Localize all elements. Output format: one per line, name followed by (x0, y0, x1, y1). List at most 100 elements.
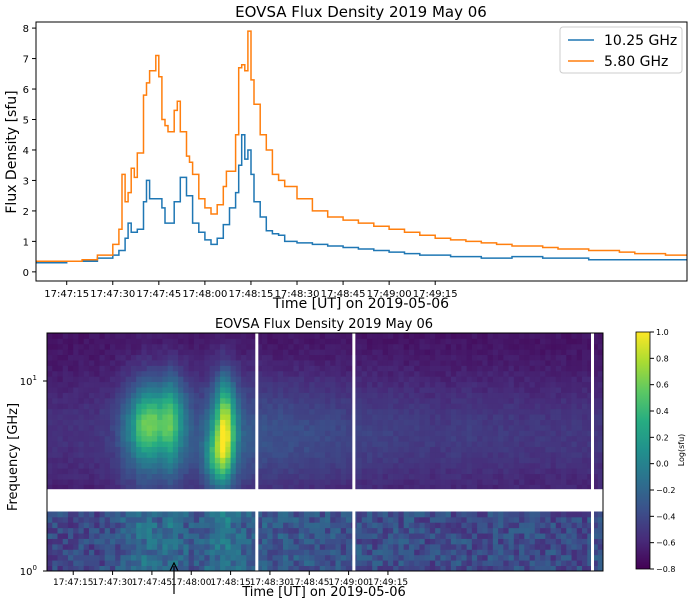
spectrogram-cell (314, 403, 321, 410)
spectrogram-cell (477, 397, 483, 404)
spectrogram-cell (220, 338, 226, 345)
spectrogram-cell (361, 533, 368, 539)
spectrogram-cell (435, 397, 441, 404)
spectrogram-cell (298, 338, 305, 345)
spectrogram-cell (272, 360, 279, 366)
spectrogram-cell (246, 549, 252, 556)
spectrogram-cell (220, 392, 226, 399)
spectrogram-cell (435, 403, 441, 410)
spectrogram-cell (540, 408, 546, 415)
spectrogram-cell (513, 565, 520, 571)
spectrogram-image (47, 333, 603, 571)
spectrogram-cell (445, 397, 452, 404)
spectrogram-cell (262, 565, 268, 571)
spectrogram-cell (120, 516, 127, 523)
spectrogram-cell (382, 533, 389, 539)
spectrogram-cell (241, 462, 247, 469)
spectrogram-cell (241, 565, 247, 571)
spectrogram-cell (561, 419, 567, 426)
spectrogram-cell (262, 343, 268, 350)
spectrogram-cell (592, 441, 599, 447)
spectrogram-cell (178, 419, 184, 426)
spectrogram-cell (440, 549, 447, 556)
spectrogram-cell (162, 441, 169, 447)
spectrogram-cell (440, 408, 447, 415)
spectrogram-cell (414, 392, 420, 399)
spectrogram-cell (199, 365, 205, 372)
spectrogram-cell (487, 408, 494, 415)
spectrogram-cell (62, 527, 69, 534)
spectrogram-cell (555, 349, 562, 356)
spectrogram-cell (115, 370, 121, 377)
spectrogram-cell (566, 392, 572, 399)
spectrogram-cell (545, 338, 551, 345)
spectrogram-cell (319, 333, 326, 339)
spectrogram-cell (366, 446, 373, 453)
spectrogram-cell (456, 424, 462, 431)
spectrogram-cell (330, 414, 336, 420)
spectrogram-cell (272, 538, 279, 545)
spectrogram-cell (241, 333, 247, 339)
spectrogram-cell (419, 533, 426, 539)
spectrogram-cell (298, 484, 305, 491)
spectrogram-cell (492, 343, 499, 350)
spectrogram-cell (340, 376, 347, 383)
spectrogram-cell (57, 441, 64, 447)
spectrogram-cell (576, 419, 583, 426)
spectrogram-cell (424, 554, 431, 561)
spectrogram-cell (382, 408, 389, 415)
spectrogram-cell (576, 414, 583, 420)
spectrogram-cell (492, 408, 499, 415)
spectrogram-cell (220, 435, 226, 442)
spectrogram-cell (298, 462, 305, 469)
spectrogram-cell (597, 538, 603, 545)
spectrogram-cell (508, 435, 515, 442)
spectrogram-cell (99, 462, 106, 469)
spectrogram-cell (109, 414, 116, 420)
spectrogram-cell (57, 457, 64, 464)
spectrogram-cell (314, 462, 321, 469)
spectrogram-cell (251, 397, 258, 404)
spectrogram-cell (571, 354, 578, 361)
spectrogram-cell (356, 419, 363, 426)
spectrogram-cell (94, 473, 100, 480)
spectrogram-cell (534, 533, 541, 539)
spectrogram-cell (330, 484, 336, 491)
spectrogram-cell (445, 511, 452, 518)
spectrogram-cell (471, 511, 478, 518)
spectrogram-cell (487, 462, 494, 469)
spectrogram-cell (561, 435, 567, 442)
spectrogram-cell (314, 484, 321, 491)
spectrogram-cell (555, 527, 562, 534)
spectrogram-cell (524, 522, 530, 529)
spectrogram-cell (309, 533, 315, 539)
spectrogram-cell (256, 543, 263, 550)
spectrogram-cell (550, 484, 557, 491)
spectrogram-cell (466, 419, 473, 426)
spectrogram-cell (325, 549, 331, 556)
spectrogram-cell (555, 538, 562, 545)
spectrogram-cell (199, 554, 205, 561)
spectrogram-cell (183, 435, 190, 442)
spectrogram-cell (545, 446, 551, 453)
spectrogram-cell (571, 338, 578, 345)
spectrogram-cell (209, 370, 216, 377)
spectrogram-cell (340, 462, 347, 469)
spectrogram-cell (225, 522, 231, 529)
spectrogram-cell (246, 365, 252, 372)
spectrogram-cell (78, 446, 85, 453)
spectrogram-cell (524, 397, 530, 404)
spectrogram-cell (220, 479, 226, 485)
spectrogram-cell (220, 414, 226, 420)
spectrogram-cell (83, 462, 90, 469)
spectrogram-cell (545, 527, 551, 534)
spectrogram-cell (576, 457, 583, 464)
spectrogram-cell (162, 452, 169, 458)
spectrogram-cell (83, 538, 90, 545)
spectrogram-cell (214, 516, 221, 523)
spectrogram-cell (246, 430, 252, 437)
spectrogram-cell (183, 392, 190, 399)
spectrogram-cell (130, 381, 137, 388)
spectrogram-cell (555, 397, 562, 404)
spectrogram-cell (104, 338, 111, 345)
